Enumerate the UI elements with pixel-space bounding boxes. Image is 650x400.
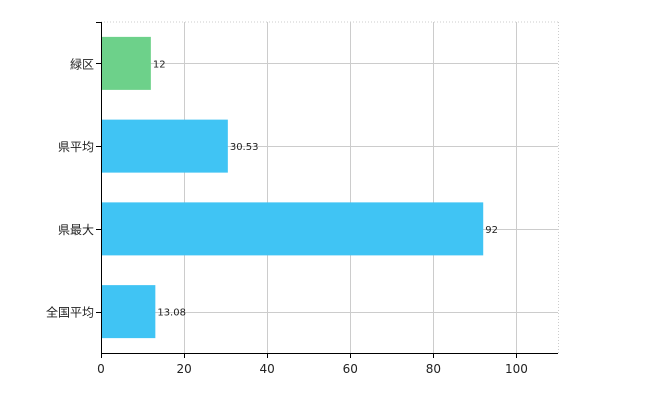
axes — [96, 22, 558, 358]
bar-1 — [101, 119, 228, 173]
category-label-0: 緑区 — [70, 56, 94, 71]
x-tick-label-100: 100 — [505, 362, 528, 376]
category-label-2: 県最大 — [58, 223, 94, 237]
x-tick-label-80: 80 — [426, 362, 441, 376]
category-label-1: 県平均 — [58, 140, 94, 154]
x-tick-label-40: 40 — [260, 362, 275, 376]
bars — [101, 36, 484, 339]
bar-2 — [101, 202, 484, 256]
x-tick-label-60: 60 — [343, 362, 358, 376]
category-label-3: 全国平均 — [46, 305, 94, 320]
data-label-2: 92 — [485, 225, 498, 236]
data-label-0: 12 — [153, 59, 166, 70]
x-tick-label-0: 0 — [97, 362, 105, 376]
x-tick-label-20: 20 — [176, 362, 191, 376]
bar-0 — [101, 36, 151, 90]
bar-3 — [101, 285, 156, 339]
gridlines — [101, 21, 559, 353]
data-label-3: 13.08 — [157, 308, 186, 319]
labels: 12 緑区 30.53 県平均 92 県最大 13.08 全国平均 0 20 40 60 80 100 — [46, 56, 528, 376]
data-label-1: 30.53 — [230, 142, 259, 153]
